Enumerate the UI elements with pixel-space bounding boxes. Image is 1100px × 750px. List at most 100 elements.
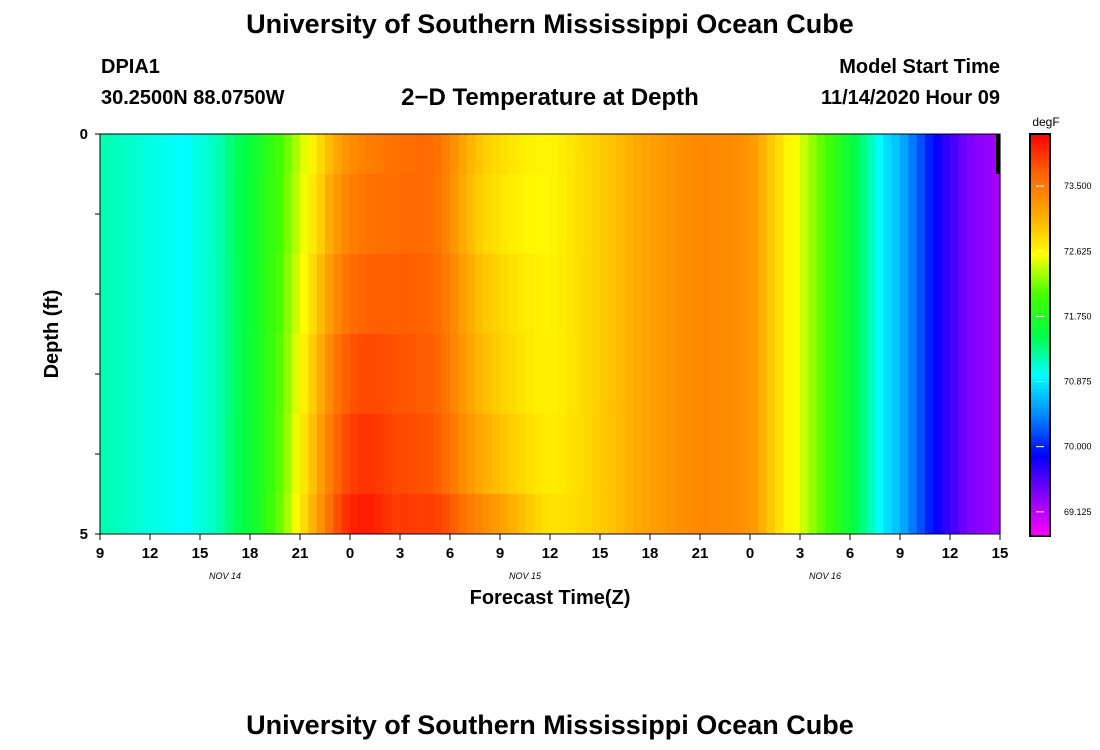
heat-cell xyxy=(516,134,526,175)
heat-cell xyxy=(791,414,801,495)
colorbar-segment xyxy=(1030,331,1050,336)
heat-cell xyxy=(791,334,801,415)
heat-cell xyxy=(266,134,276,175)
heat-cell xyxy=(625,174,634,255)
colorbar-segment xyxy=(1030,525,1050,530)
heat-cell xyxy=(625,494,634,535)
heat-cell xyxy=(691,494,701,535)
heat-cell xyxy=(966,254,976,335)
heat-cell xyxy=(691,414,701,495)
colorbar-segment xyxy=(1030,207,1050,212)
heat-cell xyxy=(608,254,618,335)
heat-cell xyxy=(950,174,959,255)
heat-cell xyxy=(608,414,618,495)
colorbar-segment xyxy=(1030,395,1050,400)
heat-cell xyxy=(375,174,384,255)
x-tick-label: 18 xyxy=(242,545,259,562)
heat-cell xyxy=(166,494,176,535)
heat-cell xyxy=(308,134,318,175)
heat-cell xyxy=(350,134,359,175)
heat-cell xyxy=(133,254,143,335)
heat-cell xyxy=(425,254,434,335)
heat-cell xyxy=(416,174,426,255)
heat-cell xyxy=(891,174,901,255)
heat-cell xyxy=(716,134,726,175)
heat-cell xyxy=(633,134,643,175)
heat-cell xyxy=(641,334,651,415)
heat-cell xyxy=(641,254,651,335)
heat-cell xyxy=(800,174,809,255)
x-tick-label: 21 xyxy=(292,545,309,562)
heat-cell xyxy=(250,494,259,535)
heat-cell xyxy=(508,414,518,495)
heat-cell xyxy=(833,174,843,255)
heat-cell xyxy=(100,494,109,535)
heat-cell xyxy=(858,414,868,495)
colorbar-segment xyxy=(1030,318,1050,323)
heat-cell xyxy=(516,494,526,535)
colorbar-segment xyxy=(1030,371,1050,376)
heat-cell xyxy=(866,494,876,535)
heat-cell xyxy=(508,254,518,335)
heat-cell xyxy=(866,174,876,255)
heat-cell xyxy=(258,174,268,255)
heat-cell xyxy=(166,254,176,335)
heat-cell xyxy=(450,254,459,335)
heat-cell xyxy=(275,254,284,335)
x-tick-label: 6 xyxy=(446,545,454,562)
colorbar-segment xyxy=(1030,144,1050,148)
heat-cell xyxy=(933,414,943,495)
x-tick-label: 15 xyxy=(192,545,209,562)
heat-cell xyxy=(225,414,234,495)
heat-cell xyxy=(741,174,751,255)
heat-cell xyxy=(666,174,676,255)
heat-cell xyxy=(233,414,243,495)
heat-cell xyxy=(916,334,926,415)
heat-cell xyxy=(500,174,509,255)
heat-cell xyxy=(158,254,168,335)
date-label: NOV 14 xyxy=(209,571,241,581)
heat-cell xyxy=(216,174,226,255)
heat-cell xyxy=(633,254,643,335)
colorbar-segment xyxy=(1030,405,1050,410)
heat-cell xyxy=(458,134,468,175)
heat-cell xyxy=(200,334,209,415)
heat-cell xyxy=(716,414,726,495)
heat-cell xyxy=(416,334,426,415)
heat-cell xyxy=(383,494,393,535)
colorbar-segment xyxy=(1030,365,1050,370)
heat-cell xyxy=(575,174,584,255)
colorbar-segment xyxy=(1030,351,1050,356)
heat-cell xyxy=(658,334,668,415)
heat-cell xyxy=(708,414,718,495)
heat-cell xyxy=(183,254,193,335)
heat-cell xyxy=(991,334,1001,415)
heat-cell xyxy=(341,414,351,495)
heat-cell xyxy=(333,494,343,535)
heat-cell xyxy=(458,414,468,495)
heat-cell xyxy=(291,494,301,535)
heat-cell xyxy=(491,254,501,335)
heat-cell xyxy=(166,334,176,415)
heat-cell xyxy=(525,134,534,175)
heat-cell xyxy=(941,174,951,255)
colorbar-segment xyxy=(1030,375,1050,380)
heat-cell xyxy=(316,414,326,495)
x-tick-label: 6 xyxy=(846,545,854,562)
heat-cell xyxy=(650,174,659,255)
heat-cell xyxy=(450,494,459,535)
colorbar-segment xyxy=(1030,479,1050,483)
colorbar-tick-label: 69.125 xyxy=(1064,507,1092,517)
heat-cell xyxy=(858,134,868,175)
heat-cell xyxy=(850,494,859,535)
heat-cell xyxy=(241,134,251,175)
heat-cell xyxy=(408,414,418,495)
colorbar-segment xyxy=(1030,532,1050,537)
heat-cell xyxy=(800,134,809,175)
heat-cell xyxy=(316,254,326,335)
heat-cell xyxy=(283,174,293,255)
heat-cell xyxy=(900,414,909,495)
heat-cell xyxy=(933,134,943,175)
heat-cell xyxy=(858,334,868,415)
heat-cell xyxy=(791,254,801,335)
